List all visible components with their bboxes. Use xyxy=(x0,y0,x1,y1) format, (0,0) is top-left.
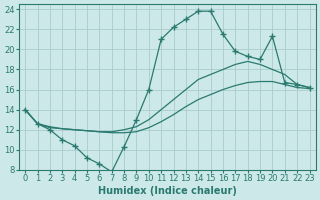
X-axis label: Humidex (Indice chaleur): Humidex (Indice chaleur) xyxy=(98,186,237,196)
